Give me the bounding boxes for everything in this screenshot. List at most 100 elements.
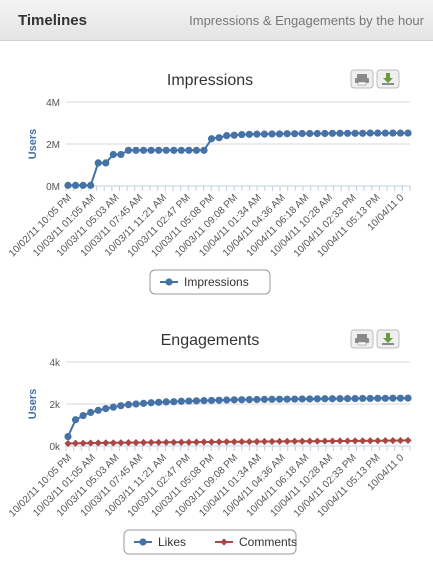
data-point [343,129,352,137]
data-point [200,397,208,405]
y-tick-label: 2k [49,400,61,411]
data-point [170,438,178,446]
series-line-comments [67,439,409,445]
data-point [396,436,405,445]
data-point [200,146,208,154]
data-point [328,437,337,445]
data-point [321,129,329,138]
data-point [313,437,321,445]
data-point [170,398,178,406]
data-point [366,394,374,403]
data-point [268,130,276,138]
legend-item-impressions[interactable]: Impressions [160,275,249,289]
data-point [132,439,140,447]
data-point [366,129,374,137]
data-point [207,396,216,405]
data-point [192,146,201,154]
data-point [162,146,170,154]
data-point [366,437,374,445]
data-point [162,398,170,406]
data-point [283,395,291,403]
data-point [117,402,125,410]
data-point [94,439,102,447]
data-point [215,134,223,142]
data-point [177,397,185,405]
data-point [396,394,405,402]
legend-marker [165,278,173,286]
data-point [389,394,397,402]
engagements-chart: Engagements 0k 2k 4k Users 10/02/11 10:05 PM 1… [0,320,433,570]
data-point [291,437,299,445]
data-point [374,437,382,445]
data-point [306,437,314,445]
data-point [102,439,110,447]
data-point [230,438,238,446]
data-point [351,394,359,403]
data-point [381,394,389,402]
data-point [298,129,306,138]
data-point [109,439,117,447]
download-icon[interactable] [376,329,400,349]
chart-legend: Impressions [149,269,271,295]
legend-item-likes[interactable]: Likes [134,535,186,549]
y-tick-label: 4k [49,358,61,369]
data-point [404,129,412,137]
data-point [374,394,382,402]
legend-item-comments[interactable]: Comments [215,535,297,549]
data-point [200,438,208,446]
data-point [268,437,276,446]
data-point [215,396,223,404]
data-point [230,131,238,139]
data-point [87,408,95,416]
series-line-likes [67,397,409,437]
print-icon[interactable] [350,329,374,349]
data-point [343,394,352,403]
data-point [94,406,102,414]
data-point [359,129,367,137]
data-point [359,437,367,445]
data-point [185,397,193,405]
data-point [253,130,261,138]
data-point [260,437,269,446]
data-point [351,437,359,445]
data-point [336,395,344,403]
data-point [155,146,163,154]
data-point [283,130,291,138]
data-point [336,129,344,137]
data-point [275,437,284,445]
data-point [404,436,412,445]
data-point [147,146,155,154]
download-icon[interactable] [376,69,400,89]
data-point [306,395,314,403]
data-point [223,132,231,140]
data-point [71,416,80,424]
data-point [351,129,359,137]
y-tick-label: 0M [46,182,60,193]
y-axis-label: Users [27,129,39,160]
data-point [321,437,329,445]
data-point [177,146,185,154]
data-point [404,394,412,402]
data-point [185,146,193,154]
data-point [374,129,382,137]
data-point [343,437,352,445]
legend-marker [220,538,228,546]
data-point [109,150,117,159]
data-point [275,130,284,138]
print-icon[interactable] [350,69,374,89]
data-point [396,129,405,137]
data-point [109,403,117,411]
data-point [306,129,314,138]
data-point [359,394,367,403]
data-point [238,438,246,446]
data-point [147,438,155,447]
data-point [155,438,163,447]
data-point [389,129,397,137]
data-point [102,405,110,413]
data-point [87,439,95,447]
data-point [94,159,102,167]
data-point [124,146,133,154]
data-point [260,130,269,138]
y-tick-label: 0k [49,442,61,453]
